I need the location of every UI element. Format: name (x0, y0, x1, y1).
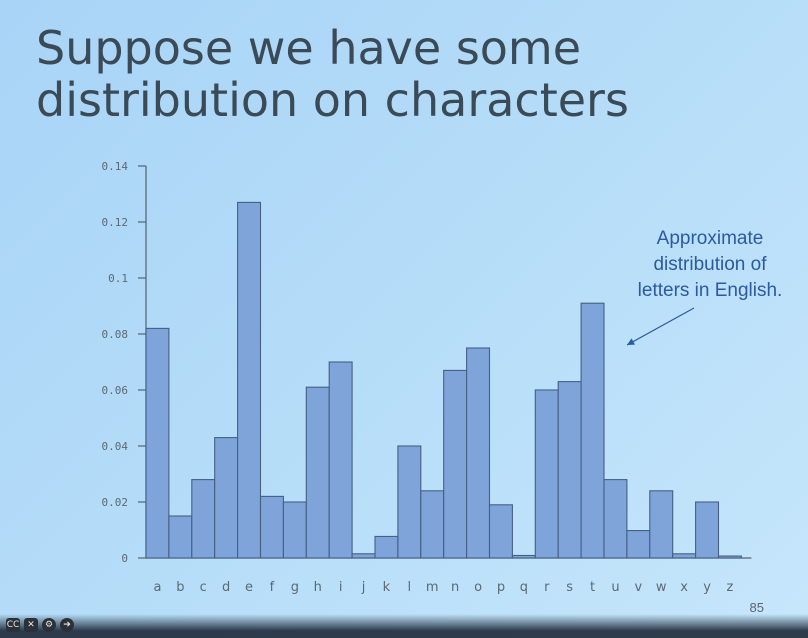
bar-s (557, 381, 582, 559)
bar-z (717, 555, 742, 559)
x-tick-label: w (656, 580, 667, 595)
settings-icon[interactable]: ⚙ (42, 618, 56, 632)
annotation-arrow (626, 307, 695, 346)
x-tick-label: m (426, 580, 439, 595)
x-tick-label: g (291, 580, 299, 595)
x-tick-label: b (176, 580, 184, 595)
x-tick-label: d (222, 580, 230, 595)
x-tick-label: l (408, 580, 412, 595)
slide-title: Suppose we have some distribution on cha… (36, 22, 776, 126)
x-tick-label: i (339, 580, 343, 595)
x-tick-label: o (474, 580, 482, 595)
y-tick-label: 0.1 (108, 272, 128, 285)
bar-w (649, 490, 674, 559)
bar-l (397, 445, 422, 559)
video-player-bar: CC ✕ ⚙ ➔ (0, 614, 808, 638)
page-number: 85 (749, 600, 764, 615)
x-tick-label: z (727, 580, 734, 595)
y-tick-label: 0.06 (102, 384, 129, 397)
bar-h (305, 386, 330, 559)
x-tick-label: e (245, 580, 253, 595)
bar-y (695, 501, 720, 559)
bar-b (168, 515, 193, 559)
x-tick-label: q (520, 580, 528, 595)
annotation-line-1: Approximate (656, 228, 764, 249)
x-tick-label: j (361, 580, 366, 595)
bar-d (214, 437, 239, 559)
bar-u (603, 479, 628, 559)
y-tick-label: 0.02 (102, 496, 129, 509)
bar-m (420, 490, 445, 559)
x-tick-label: t (590, 580, 595, 595)
bar-t (580, 302, 605, 559)
x-tick-label: a (153, 580, 161, 595)
y-tick-label: 0.14 (102, 160, 129, 173)
x-tick-label: k (383, 580, 391, 595)
x-tick-label: h (314, 580, 322, 595)
x-tick-label: r (544, 580, 550, 595)
captions-icon[interactable]: CC (6, 618, 20, 632)
x-tick-label: p (497, 580, 505, 595)
annotation-line-3: letters in English. (637, 280, 783, 301)
y-tick-label: 0 (121, 552, 128, 565)
x-tick-label: u (611, 580, 619, 595)
bar-r (534, 389, 559, 559)
bar-e (237, 201, 262, 559)
x-tick-label: s (566, 580, 573, 595)
bar-p (488, 504, 513, 559)
chart-annotation: Approximate distribution of letters in E… (620, 226, 800, 304)
x-tick-label: c (200, 580, 207, 595)
x-tick-label: x (680, 580, 688, 595)
y-tick-label: 0.08 (102, 328, 129, 341)
bar-c (191, 479, 216, 559)
slide-title-line-1: Suppose we have some (36, 21, 582, 75)
slide-title-line-2: distribution on characters (36, 73, 629, 127)
mute-icon[interactable]: ✕ (24, 618, 38, 632)
x-tick-label: n (451, 580, 459, 595)
bar-v (626, 530, 651, 559)
forward-icon[interactable]: ➔ (60, 618, 74, 632)
bar-a (145, 327, 170, 559)
y-tick-label: 0.12 (102, 216, 129, 229)
bar-i (328, 361, 353, 559)
x-tick-label: v (634, 580, 642, 595)
x-tick-label: y (703, 580, 711, 595)
bar-q (511, 554, 536, 559)
bar-x (672, 553, 697, 559)
bar-k (374, 535, 399, 559)
bar-n (443, 369, 468, 559)
bar-f (259, 495, 284, 559)
bar-g (282, 501, 307, 559)
bar-j (351, 553, 376, 559)
y-tick-label: 0.04 (102, 440, 129, 453)
bar-o (466, 347, 491, 559)
annotation-line-2: distribution of (653, 254, 767, 275)
x-tick-label: f (270, 580, 275, 595)
